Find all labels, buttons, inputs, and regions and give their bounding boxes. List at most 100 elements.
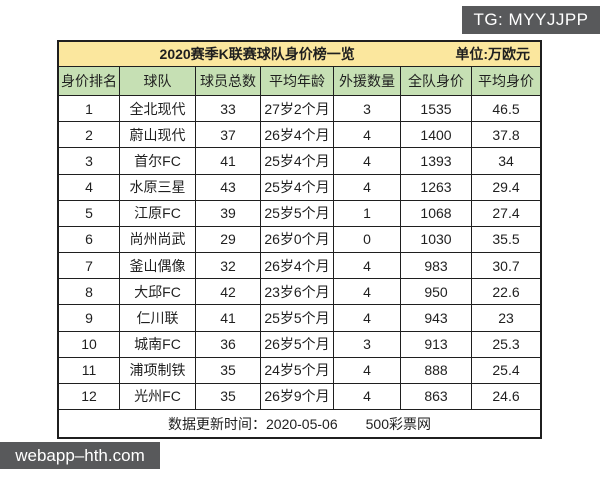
cell-avg-age: 23岁6个月 bbox=[261, 279, 334, 305]
cell-rank: 5 bbox=[59, 200, 120, 226]
cell-team: 大邱FC bbox=[120, 279, 196, 305]
cell-foreigners: 0 bbox=[334, 226, 401, 253]
table-header-row: 身价排名 球队 球员总数 平均年龄 外援数量 全队身价 平均身价 bbox=[59, 67, 540, 96]
cell-avg-age: 26岁4个月 bbox=[261, 253, 334, 279]
table-body: 1 全北现代 33 27岁2个月 3 1535 46.5 2 蔚山现代 37 2… bbox=[59, 96, 540, 411]
cell-total-value: 888 bbox=[401, 357, 472, 383]
table-row: 12 光州FC 35 26岁9个月 4 863 24.6 bbox=[59, 383, 540, 411]
cell-rank: 9 bbox=[59, 305, 120, 331]
cell-rank: 7 bbox=[59, 253, 120, 279]
cell-total-value: 1068 bbox=[401, 200, 472, 226]
cell-avg-value: 34 bbox=[498, 152, 514, 169]
cell-total-value: 983 bbox=[401, 253, 472, 279]
table-footer-row: 数据更新时间：2020-05-06 500彩票网 bbox=[59, 410, 540, 437]
site-watermark-badge: webapp–hth.com bbox=[0, 442, 160, 469]
cell-avg-age: 26岁4个月 bbox=[261, 122, 334, 148]
cell-total-value: 1030 bbox=[401, 226, 472, 253]
cell-foreigners: 4 bbox=[334, 122, 401, 148]
cell-players: 29 bbox=[196, 226, 261, 253]
cell-total-value: 1535 bbox=[401, 96, 472, 122]
cell-avg-value: 35.5 bbox=[492, 231, 520, 248]
column-header-team: 球队 bbox=[120, 67, 196, 95]
cell-team: 水原三星 bbox=[120, 174, 196, 200]
update-time-label: 数据更新时间：2020-05-06 bbox=[168, 415, 338, 432]
cell-avg-age: 26岁9个月 bbox=[261, 383, 334, 410]
cell-rank: 8 bbox=[59, 279, 120, 305]
table-row: 7 釜山偶像 32 26岁4个月 4 983 30.7 bbox=[59, 253, 540, 280]
cell-foreigners: 4 bbox=[334, 148, 401, 174]
cell-rank: 1 bbox=[59, 96, 120, 122]
table-row: 10 城南FC 36 26岁5个月 3 913 25.3 bbox=[59, 331, 540, 358]
cell-foreigners: 4 bbox=[334, 383, 401, 410]
cell-players: 36 bbox=[196, 331, 261, 357]
table-row: 2 蔚山现代 37 26岁4个月 4 1400 37.8 bbox=[59, 122, 540, 149]
cell-avg-value: 23 bbox=[498, 309, 514, 326]
cell-rank: 6 bbox=[59, 226, 120, 253]
table-row: 11 浦项制铁 35 24岁5个月 4 888 25.4 bbox=[59, 357, 540, 384]
cell-rank: 3 bbox=[59, 148, 120, 174]
column-header-total-value: 全队身价 bbox=[401, 67, 472, 95]
column-header-players: 球员总数 bbox=[196, 67, 261, 95]
cell-total-value: 1393 bbox=[401, 148, 472, 174]
cell-foreigners: 4 bbox=[334, 253, 401, 279]
cell-team: 浦项制铁 bbox=[120, 357, 196, 383]
cell-rank: 4 bbox=[59, 174, 120, 200]
cell-players: 32 bbox=[196, 253, 261, 279]
cell-foreigners: 3 bbox=[334, 96, 401, 122]
unit-label: 单位:万欧元 bbox=[455, 46, 530, 62]
cell-players: 41 bbox=[196, 148, 261, 174]
table-row: 3 首尔FC 41 25岁4个月 4 1393 34 bbox=[59, 148, 540, 175]
table-title-row: 2020赛季K联赛球队身价榜一览 单位:万欧元 bbox=[59, 42, 540, 67]
cell-avg-value: 22.6 bbox=[492, 283, 520, 300]
cell-total-value: 863 bbox=[401, 383, 472, 410]
cell-avg-age: 25岁4个月 bbox=[261, 174, 334, 200]
tg-watermark-badge: TG: MYYJJPP bbox=[462, 6, 600, 34]
table-row: 5 江原FC 39 25岁5个月 1 1068 27.4 bbox=[59, 200, 540, 227]
cell-foreigners: 1 bbox=[334, 200, 401, 226]
cell-players: 35 bbox=[196, 357, 261, 383]
cell-avg-value: 24.6 bbox=[492, 388, 520, 405]
cell-avg-value: 30.7 bbox=[492, 257, 520, 274]
cell-rank: 10 bbox=[59, 331, 120, 357]
column-header-avg-value: 平均身价 bbox=[478, 73, 534, 89]
cell-total-value: 1400 bbox=[401, 122, 472, 148]
source-label: 500彩票网 bbox=[365, 415, 431, 432]
cell-rank: 11 bbox=[59, 357, 120, 383]
cell-total-value: 1263 bbox=[401, 174, 472, 200]
cell-foreigners: 4 bbox=[334, 305, 401, 331]
cell-foreigners: 4 bbox=[334, 279, 401, 305]
cell-avg-value: 25.4 bbox=[492, 362, 520, 379]
cell-avg-value: 46.5 bbox=[492, 100, 520, 117]
cell-avg-age: 27岁2个月 bbox=[261, 96, 334, 122]
cell-team: 仁川联 bbox=[120, 305, 196, 331]
cell-avg-value: 29.4 bbox=[492, 179, 520, 196]
cell-foreigners: 3 bbox=[334, 331, 401, 357]
cell-avg-age: 25岁5个月 bbox=[261, 200, 334, 226]
cell-team: 蔚山现代 bbox=[120, 122, 196, 148]
cell-total-value: 950 bbox=[401, 279, 472, 305]
cell-total-value: 943 bbox=[401, 305, 472, 331]
cell-players: 39 bbox=[196, 200, 261, 226]
cell-avg-age: 26岁0个月 bbox=[261, 226, 334, 253]
cell-players: 43 bbox=[196, 174, 261, 200]
table-row: 1 全北现代 33 27岁2个月 3 1535 46.5 bbox=[59, 96, 540, 123]
cell-players: 42 bbox=[196, 279, 261, 305]
cell-team: 尚州尚武 bbox=[120, 226, 196, 253]
cell-players: 33 bbox=[196, 96, 261, 122]
cell-avg-age: 25岁5个月 bbox=[261, 305, 334, 331]
table-row: 6 尚州尚武 29 26岁0个月 0 1030 35.5 bbox=[59, 226, 540, 254]
cell-players: 35 bbox=[196, 383, 261, 410]
cell-avg-value: 25.3 bbox=[492, 336, 520, 353]
cell-rank: 12 bbox=[59, 383, 120, 410]
cell-rank: 2 bbox=[59, 122, 120, 148]
column-header-foreigners: 外援数量 bbox=[334, 67, 401, 95]
table-title: 2020赛季K联赛球队身价榜一览 bbox=[159, 46, 355, 62]
cell-avg-value: 27.4 bbox=[492, 205, 520, 222]
table-row: 8 大邱FC 42 23岁6个月 4 950 22.6 bbox=[59, 279, 540, 306]
cell-foreigners: 4 bbox=[334, 357, 401, 383]
cell-total-value: 913 bbox=[401, 331, 472, 357]
cell-avg-value: 37.8 bbox=[492, 126, 520, 143]
cell-players: 41 bbox=[196, 305, 261, 331]
cell-team: 城南FC bbox=[120, 331, 196, 357]
